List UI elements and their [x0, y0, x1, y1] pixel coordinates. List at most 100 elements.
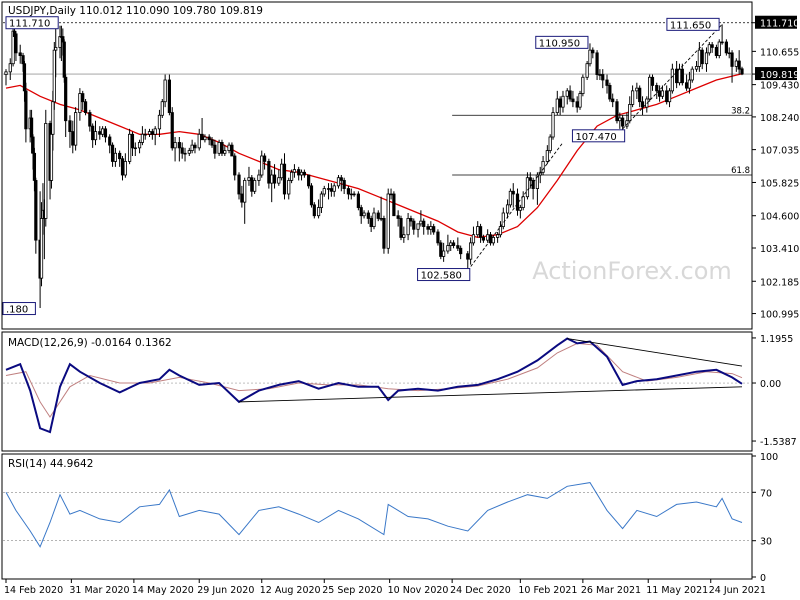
price-candle — [561, 90, 565, 113]
price-tick-label: 105.825 — [760, 178, 799, 189]
price-candle — [193, 142, 197, 154]
x-tick-label: 31 Mar 2020 — [69, 585, 129, 596]
price-candle — [568, 85, 572, 102]
price-candle — [615, 99, 619, 124]
price-candle — [690, 66, 694, 83]
price-tick-label: 103.410 — [760, 244, 799, 255]
rsi-tick-label: 30 — [760, 537, 772, 548]
x-tick-label: 29 Jun 2020 — [197, 585, 254, 596]
price-candle — [200, 118, 204, 141]
macd-tick-label: 1.1955 — [760, 334, 793, 345]
price-candle — [93, 120, 98, 146]
price-candle — [356, 191, 360, 211]
x-axis: 14 Feb 2020 31 Mar 2020 14 May 2020 29 Jun … — [4, 579, 766, 596]
price-candle — [720, 24, 724, 45]
price-candle — [451, 240, 456, 249]
price-candle — [74, 107, 78, 151]
price-candle — [469, 237, 473, 265]
price-annotation: 102.580 — [417, 268, 471, 282]
price-candle — [103, 126, 108, 143]
price-candle — [386, 188, 390, 254]
price-candle — [396, 210, 400, 227]
price-candle — [608, 82, 612, 102]
price-candle — [71, 120, 75, 154]
price-candle — [289, 169, 294, 184]
price-annotation: .180 — [2, 302, 36, 316]
price-candle — [177, 137, 181, 162]
price-candle — [280, 158, 284, 181]
price-tick-label: 107.035 — [760, 146, 799, 157]
price-candle — [322, 185, 326, 197]
price-candle — [243, 177, 247, 224]
price-candle — [648, 74, 652, 102]
price-candle — [481, 234, 486, 243]
price-candle — [167, 74, 171, 116]
price-candle — [511, 183, 515, 208]
price-trendline — [467, 142, 564, 271]
price-candle — [282, 153, 287, 200]
price-tick-label: 102.185 — [760, 277, 799, 288]
price-candle — [170, 107, 174, 151]
price-candle — [302, 169, 306, 178]
price-candle — [329, 183, 333, 197]
price-candle — [541, 156, 545, 175]
price-candle — [422, 218, 426, 235]
price-candle — [180, 142, 184, 159]
price-candle — [260, 150, 264, 178]
price-candle — [157, 109, 162, 137]
price-candle — [183, 147, 187, 162]
price-candle — [555, 90, 559, 116]
fib-level-label: 61.8 — [731, 166, 750, 176]
price-candle — [680, 63, 684, 86]
price-candle — [366, 210, 370, 224]
price-candle — [54, 23, 58, 78]
price-candle — [250, 175, 254, 197]
price-candle — [137, 139, 142, 154]
price-candle — [217, 139, 221, 156]
rsi-panel: RSI(14) 44.9642 100 70 30 0 — [1, 452, 778, 584]
price-candle — [740, 66, 744, 76]
price-candle — [257, 169, 261, 186]
price-candle — [476, 221, 480, 238]
price-candle — [83, 99, 88, 116]
price-candle — [684, 74, 689, 91]
price-candle — [78, 88, 82, 121]
rsi-panel-frame — [1, 453, 753, 580]
price-candle — [150, 128, 154, 140]
price-candle — [110, 142, 115, 167]
price-candle — [588, 43, 592, 67]
price-candle — [595, 50, 599, 80]
price-tick-label: 109.430 — [760, 81, 799, 92]
price-candle — [501, 207, 505, 230]
rsi-line — [5, 482, 743, 548]
price-candle — [349, 188, 353, 200]
price-candle — [724, 39, 728, 56]
price-candle — [585, 61, 589, 80]
price-candle — [4, 69, 8, 86]
price-candle — [299, 169, 304, 181]
price-candle — [459, 245, 463, 260]
price-annotation: 111.710 — [5, 16, 59, 30]
price-candle — [163, 74, 167, 108]
x-tick-label: 10 Nov 2020 — [388, 585, 449, 596]
price-candle — [133, 142, 137, 156]
x-tick-label: 14 Feb 2020 — [4, 585, 63, 596]
price-candle — [247, 166, 251, 186]
macd-panel: MACD(12,26,9) -0.0164 0.1362 1.1955 0.00 -… — [1, 331, 797, 452]
price-candle — [488, 232, 493, 246]
price-candle — [605, 74, 609, 94]
price-candle — [352, 191, 356, 197]
price-candle — [471, 226, 476, 246]
price-candle — [362, 210, 366, 219]
price-candle — [402, 226, 406, 243]
svg-text:107.470: 107.470 — [575, 132, 616, 143]
price-candle — [630, 85, 635, 108]
price-candle — [297, 166, 301, 181]
price-candle — [197, 128, 201, 151]
price-candle — [123, 153, 127, 178]
price-candle — [14, 31, 18, 61]
price-candle — [336, 175, 341, 189]
price-candle — [262, 153, 267, 170]
price-candle — [210, 137, 214, 148]
